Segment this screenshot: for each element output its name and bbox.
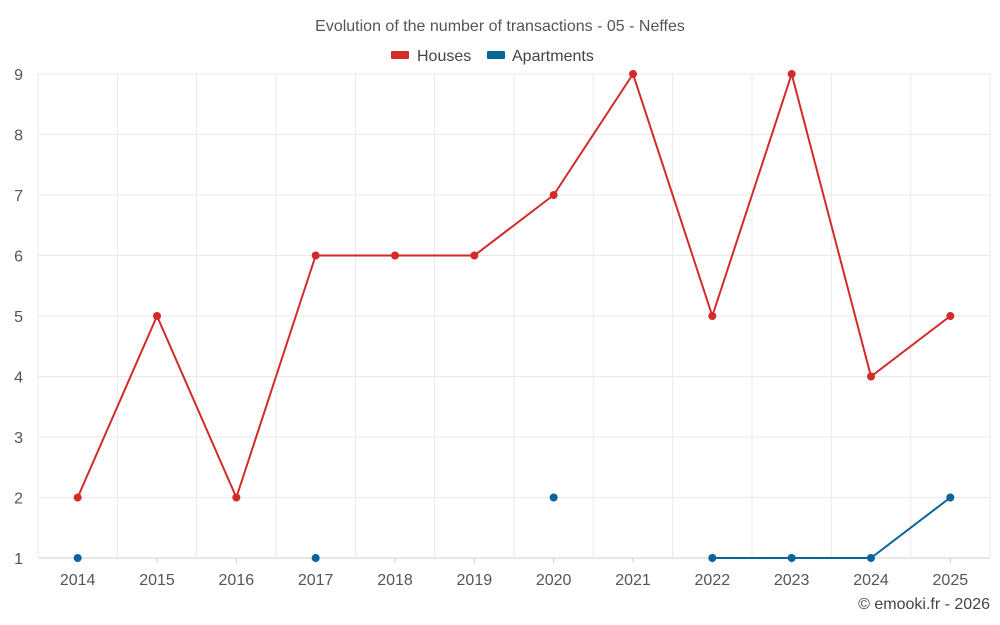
legend-item-houses[interactable]: Houses <box>391 48 471 65</box>
data-point-apartments[interactable] <box>311 554 320 562</box>
grid <box>37 73 991 559</box>
x-tick-label: 2025 <box>933 572 969 589</box>
data-point-houses[interactable] <box>867 372 875 381</box>
data-point-apartments[interactable] <box>787 554 796 562</box>
data-point-houses[interactable] <box>708 312 717 320</box>
data-point-houses[interactable] <box>311 251 320 260</box>
x-tick-label: 2023 <box>774 572 810 589</box>
x-tick-label: 2024 <box>853 572 889 589</box>
data-point-houses[interactable] <box>549 191 558 199</box>
data-point-houses[interactable] <box>470 251 479 260</box>
data-point-apartments[interactable] <box>867 554 875 562</box>
data-point-apartments[interactable] <box>708 554 717 562</box>
chart-title: Evolution of the number of transactions … <box>315 18 685 35</box>
data-point-houses[interactable] <box>629 70 637 78</box>
x-tick-label: 2021 <box>615 572 651 589</box>
y-tick-label: 6 <box>14 249 23 266</box>
data-point-houses[interactable] <box>946 312 955 320</box>
x-tick-label: 2016 <box>219 572 255 589</box>
series-apartments <box>73 493 955 562</box>
data-point-houses[interactable] <box>153 312 161 320</box>
y-tick-label: 7 <box>14 188 23 205</box>
series-houses <box>73 70 955 502</box>
x-tick-label: 2020 <box>536 572 572 589</box>
y-tick-label: 2 <box>14 491 23 508</box>
y-tick-label: 3 <box>14 430 23 447</box>
legend-swatch-houses <box>391 51 409 59</box>
data-point-apartments[interactable] <box>549 493 558 502</box>
legend: Houses Apartments <box>391 48 594 65</box>
x-tick-label: 2015 <box>139 572 175 589</box>
data-point-houses[interactable] <box>232 493 241 502</box>
data-point-houses[interactable] <box>73 493 82 502</box>
legend-swatch-apartments <box>487 51 505 59</box>
y-tick-label: 4 <box>14 370 23 387</box>
legend-label-houses: Houses <box>417 48 471 65</box>
data-point-houses[interactable] <box>787 70 796 78</box>
data-point-apartments[interactable] <box>73 554 82 562</box>
x-tick-label: 2017 <box>298 572 334 589</box>
y-tick-label: 8 <box>14 128 23 145</box>
x-tick-label: 2014 <box>60 572 96 589</box>
y-tick-label: 1 <box>14 551 23 568</box>
y-tick-label: 9 <box>14 67 23 84</box>
x-tick-label: 2019 <box>457 572 493 589</box>
series-layer <box>73 70 955 562</box>
legend-label-apartments: Apartments <box>512 48 594 65</box>
credit-text: © emooki.fr - 2026 <box>858 596 990 613</box>
legend-item-apartments[interactable]: Apartments <box>487 48 594 65</box>
y-axis: 1 2 3 4 5 6 7 8 9 <box>14 67 23 568</box>
data-point-apartments[interactable] <box>946 493 955 502</box>
data-point-houses[interactable] <box>391 251 399 260</box>
series-line-houses <box>76 73 951 499</box>
x-tick-label: 2022 <box>695 572 731 589</box>
x-axis: 2014 2015 2016 2017 2018 2019 2020 2021 2022 2023… <box>60 558 968 589</box>
x-tick-label: 2018 <box>377 572 413 589</box>
y-tick-label: 5 <box>14 309 23 326</box>
series-line-apartments <box>712 496 951 559</box>
